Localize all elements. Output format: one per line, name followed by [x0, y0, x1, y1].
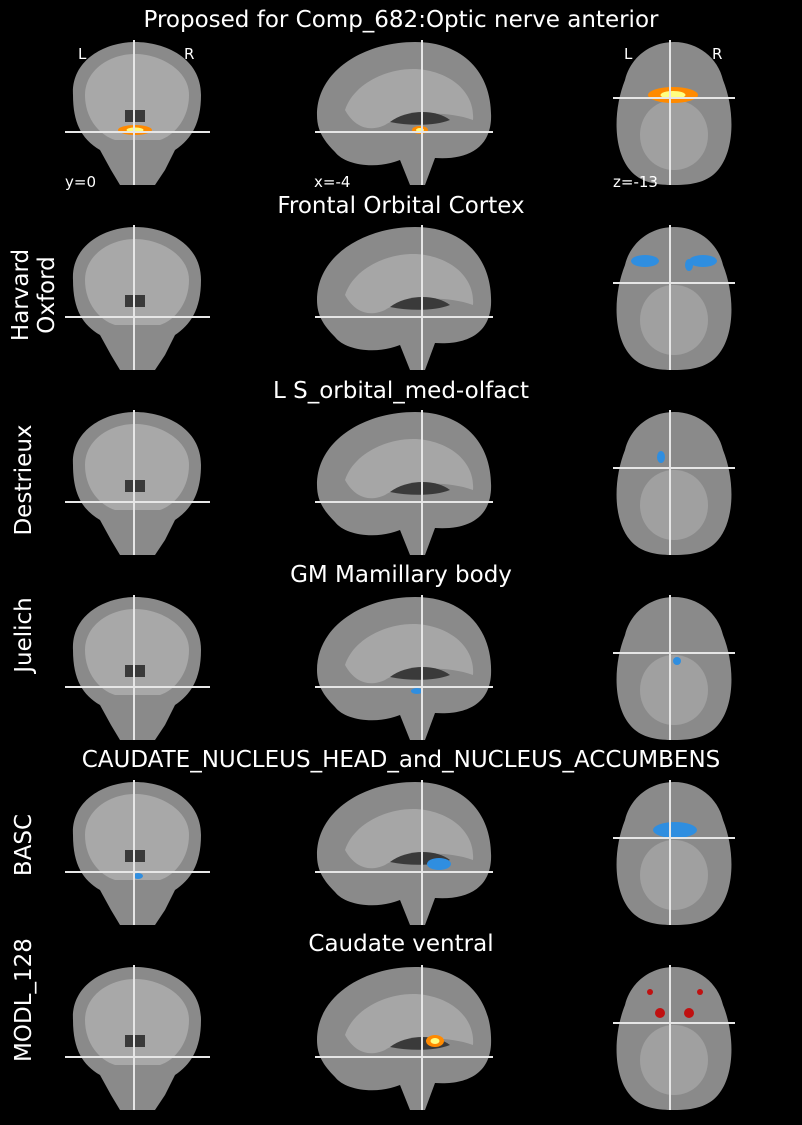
axial-view: [613, 225, 735, 370]
sagittal-view: [315, 780, 493, 925]
axial-coordinate: z=-13: [613, 173, 658, 191]
coronal-view: [65, 40, 210, 185]
coronal-view: [65, 965, 210, 1110]
figure-title: Proposed for Comp_682:Optic nerve anteri…: [143, 7, 659, 33]
sagittal-coordinate: x=-4: [314, 173, 351, 191]
sagittal-view: [315, 595, 493, 740]
white-matter: [640, 470, 708, 540]
region-title-destrieux: L S_orbital_med-olfact: [273, 378, 529, 404]
overlay-blob: [697, 989, 703, 995]
region-title-modl: Caudate ventral: [308, 931, 494, 957]
coronal-view: [65, 410, 210, 555]
white-matter: [85, 609, 189, 695]
coronal-view: [65, 595, 210, 740]
sagittal-view: [315, 965, 493, 1110]
white-matter: [85, 979, 189, 1065]
ventricle: [390, 296, 450, 310]
overlay-core: [430, 1038, 440, 1044]
region-title-basc: CAUDATE_NUCLEUS_HEAD_and_NUCLEUS_ACCUMBE…: [81, 747, 721, 773]
white-matter: [640, 100, 708, 170]
region-title-juelich: GM Mamillary body: [290, 562, 512, 588]
sagittal-view: [315, 410, 493, 555]
white-matter: [345, 254, 474, 314]
overlay-blob: [427, 858, 451, 870]
axial-view: [613, 595, 735, 740]
atlas-label-harvard-oxford: Harvard Oxford: [8, 248, 60, 342]
atlas-label-basc: BASC: [11, 813, 37, 877]
white-matter: [85, 794, 189, 880]
axial-view: [613, 965, 735, 1110]
ventricle: [390, 111, 450, 125]
ventricle: [390, 666, 450, 680]
orientation-right-label: R: [184, 45, 195, 63]
axial-view: [613, 40, 735, 185]
white-matter: [345, 439, 474, 499]
white-matter: [345, 624, 474, 684]
white-matter: [85, 54, 189, 140]
overlay-blob: [673, 657, 681, 665]
overlay-blob: [133, 873, 143, 879]
axial-view: [613, 410, 735, 555]
overlay-blob: [689, 255, 717, 267]
overlay-blob: [657, 451, 665, 463]
white-matter: [640, 655, 708, 725]
overlay-blob: [631, 255, 659, 267]
coronal-view: [65, 780, 210, 925]
orientation-left-label: L: [78, 45, 87, 63]
white-matter: [640, 1025, 708, 1095]
coronal-view: [65, 225, 210, 370]
overlay-blob: [411, 688, 423, 694]
white-matter: [640, 285, 708, 355]
overlay-blob: [685, 259, 693, 271]
coronal-coordinate: y=0: [65, 173, 96, 191]
sagittal-view: [315, 40, 493, 185]
sagittal-view: [315, 225, 493, 370]
overlay-blob: [647, 989, 653, 995]
white-matter: [85, 424, 189, 510]
atlas-label-destrieux: Destrieux: [11, 424, 37, 536]
overlay-blob: [655, 1008, 665, 1018]
ventricle: [390, 481, 450, 495]
white-matter: [85, 239, 189, 325]
atlas-label-modl: MODL_128: [11, 938, 37, 1062]
overlay-blob: [653, 822, 697, 838]
orientation-right-label-axial: R: [712, 45, 723, 63]
region-title-harvard-oxford: Frontal Orbital Cortex: [277, 193, 525, 219]
atlas-label-juelich: Juelich: [11, 597, 37, 673]
orientation-left-label-axial: L: [624, 45, 633, 63]
white-matter: [345, 69, 474, 129]
white-matter: [640, 840, 708, 910]
white-matter: [345, 809, 474, 869]
axial-view: [613, 780, 735, 925]
overlay-blob: [684, 1008, 694, 1018]
